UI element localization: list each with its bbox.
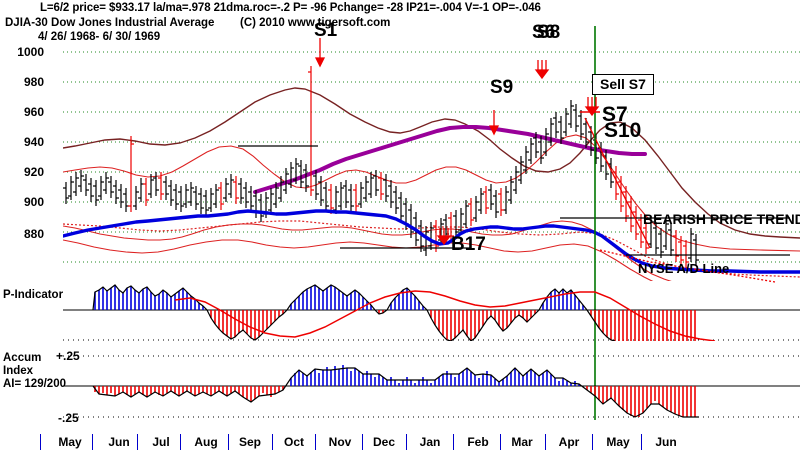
date-range: 4/ 26/ 1968- 6/ 30/ 1969 [38, 31, 161, 43]
p-indicator-outline [92, 284, 616, 341]
signal-label-s6: S6 [532, 22, 556, 43]
price-bars [63, 66, 699, 268]
month-label-nov: Nov [328, 435, 352, 449]
month-axis: May Jun Jul Aug Sep Oct Nov Dec Jan Feb … [0, 432, 800, 455]
month-label-jun2: Jun [655, 435, 677, 449]
month-label-may1: May [58, 435, 82, 449]
stats-line: L=6/2 price= $933.17 la/ma=.978 21dma.ro… [40, 2, 541, 14]
y-axis-label-980: 980 [23, 75, 44, 89]
accum-scale-top: +.25 [56, 349, 80, 363]
month-tick [40, 434, 41, 450]
bearish-trend-label: BEARISH PRICE TREND [643, 211, 800, 227]
month-label-sep: Sep [238, 435, 261, 449]
sell-arrow-group [314, 38, 600, 246]
month-tick [500, 434, 501, 450]
moving-average-line [253, 125, 647, 194]
downtrend-line [584, 117, 651, 249]
month-tick [92, 434, 93, 450]
signal-label-s10: S10 [604, 119, 642, 142]
sell-arrow-s9a [488, 110, 500, 136]
month-label-dec: Dec [372, 435, 395, 449]
accum-label-line1: Accum [3, 352, 42, 364]
accum-scale-bottom: -.25 [58, 411, 79, 425]
signal-label-s7: S7 [602, 103, 628, 126]
p-indicator-signal-line [174, 290, 716, 341]
month-tick [315, 434, 316, 450]
month-tick [641, 434, 642, 450]
month-tick [180, 434, 181, 450]
month-label-jul: Jul [152, 435, 170, 449]
y-axis-label-960: 960 [23, 105, 44, 119]
month-tick [137, 434, 138, 450]
sell-signal-box[interactable]: Sell S7 [592, 74, 654, 95]
sell-arrow-s7 [580, 97, 600, 117]
month-label-may2: May [606, 435, 630, 449]
sell-arrow-s8 [534, 60, 550, 80]
accum-index-bars [94, 365, 696, 417]
p-indicator-label: P-Indicator [3, 289, 64, 301]
month-label-oct: Oct [283, 435, 304, 449]
symbol-title: DJIA-30 Dow Jones Industrial Average [5, 17, 215, 29]
dotted-tracker-line [63, 220, 800, 278]
nyse-ad-line-label: NYSE A/D Line [638, 261, 730, 276]
copyright-text: (C) 2010 www.tigersoft.com [240, 17, 391, 29]
y-axis-label-920: 920 [23, 165, 44, 179]
buy-arrow-b17 [436, 228, 452, 246]
month-label-mar: Mar [511, 435, 533, 449]
signal-label-s8: S8 [537, 22, 561, 43]
signal-label-s1: S1 [314, 20, 338, 41]
month-label-jun1: Jun [108, 435, 130, 449]
month-tick [228, 434, 229, 450]
accum-label-line2: Index [3, 365, 34, 377]
y-axis-label-940: 940 [23, 135, 44, 149]
month-label-jan: Jan [419, 435, 441, 449]
y-axis-label-900: 900 [23, 195, 44, 209]
month-tick [545, 434, 546, 450]
nyse-ad-line [63, 209, 800, 274]
p-indicator-bars [94, 285, 696, 341]
accum-index-outline [92, 367, 699, 418]
signal-label-b17: B17 [451, 234, 486, 255]
month-tick [453, 434, 454, 450]
month-tick [592, 434, 593, 450]
sell-arrow-s1 [314, 38, 326, 68]
month-label-aug: Aug [194, 435, 218, 449]
month-tick [362, 434, 363, 450]
signal-label-s9: S9 [490, 77, 514, 98]
month-tick [272, 434, 273, 450]
upper-envelope [63, 87, 800, 239]
y-axis-label-1000: 1000 [17, 45, 44, 59]
month-label-apr: Apr [558, 435, 580, 449]
month-label-feb: Feb [467, 435, 489, 449]
accum-index-value: AI= 129/200 [3, 378, 66, 390]
y-axis-label-880: 880 [23, 227, 44, 241]
month-tick [406, 434, 407, 450]
